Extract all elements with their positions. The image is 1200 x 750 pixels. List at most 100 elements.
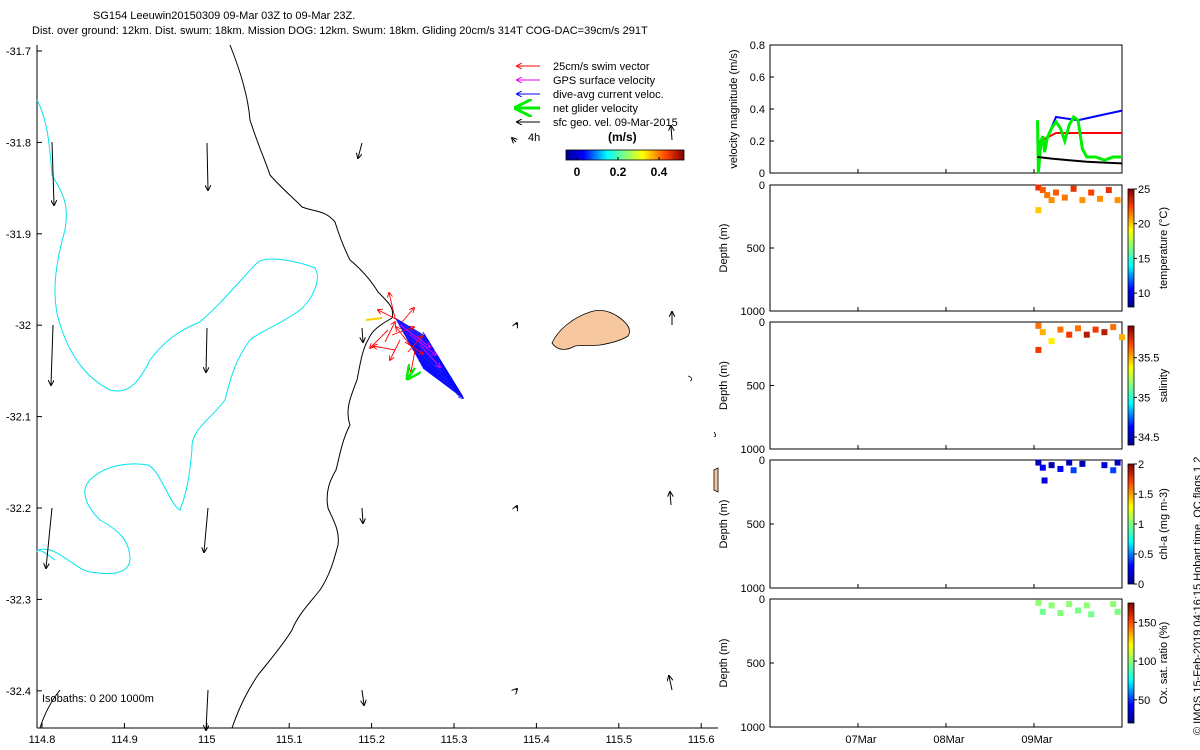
- series-line-swim: [1037, 132, 1122, 144]
- geo-arrow: [206, 327, 207, 372]
- geo-arrow: [52, 141, 54, 205]
- data-point: [1105, 187, 1112, 194]
- dac-vector: [419, 362, 459, 392]
- geo-arrow: [46, 507, 53, 568]
- panel-y-label: Depth (m): [718, 361, 730, 410]
- geo-arrow: [516, 506, 517, 508]
- panel-y-label: velocity magnitude (m/s): [728, 49, 740, 168]
- panel-colorbar: [1127, 188, 1135, 308]
- gps-vector: [409, 334, 436, 355]
- data-point: [1114, 459, 1121, 466]
- dac-vector: [415, 354, 452, 381]
- data-point: [1097, 195, 1103, 202]
- data-point: [1035, 322, 1042, 329]
- geo-arrow: [669, 676, 672, 691]
- colorbar-label: chl-a (mg m-3): [1158, 488, 1170, 560]
- panel-y-tick-label: 0: [759, 168, 765, 180]
- colorbar-label: Ox. sat. ratio (%): [1158, 622, 1170, 705]
- colorbar-tick-label: 10: [1138, 288, 1150, 300]
- data-point: [1092, 326, 1099, 333]
- data-point: [1075, 325, 1081, 332]
- panel-y-tick-label: 1000: [741, 722, 765, 734]
- panel-y-tick-label: 0.4: [750, 104, 765, 116]
- data-point: [1053, 189, 1059, 196]
- time-series-panels: 0 0.2 0.4 0.6 0.8 velocity magnitude (m/s) 0 50…: [718, 40, 1170, 746]
- coastline: [39, 44, 394, 729]
- copyright-note: © IMOS 15-Feb-2019 04:16:15 Hobart time.…: [1192, 457, 1200, 735]
- map-y-tick-label: -32.2: [6, 503, 31, 515]
- dac-vector: [411, 347, 448, 373]
- swim-vector: [407, 336, 422, 353]
- colorbar-gradient: [565, 149, 685, 161]
- data-point: [1088, 611, 1095, 618]
- data-point: [1101, 462, 1108, 469]
- dac-vector: [420, 363, 460, 393]
- data-point: [1044, 192, 1051, 199]
- colorbar-tick-label: 2: [1138, 459, 1144, 471]
- map-x-tick-label: 115.2: [358, 734, 385, 746]
- colorbar-tick-label: 34.5: [1138, 432, 1159, 444]
- panel-y-tick-label: 0: [759, 317, 765, 329]
- panel-y-label: Depth (m): [718, 224, 730, 273]
- dac-vector: [397, 323, 429, 342]
- colorbar-tick-label: 0.4: [651, 165, 668, 179]
- glider-track-vectors: [365, 293, 463, 398]
- colorbar-tick-label: 0: [574, 165, 581, 179]
- panel-y-tick-label: 1000: [741, 306, 765, 318]
- panel-x-tick-label: 07Mar: [845, 734, 877, 746]
- dac-vector: [422, 367, 463, 398]
- panel-frame: [769, 321, 1123, 450]
- dac-vector: [416, 356, 455, 384]
- data-point: [1066, 601, 1073, 608]
- data-point: [1070, 185, 1077, 192]
- colorbar-tick-label: 0.2: [610, 165, 627, 179]
- data-point: [1041, 477, 1048, 484]
- colorbar-ticks: 0 0.2 0.4: [574, 157, 668, 179]
- island: [713, 467, 719, 493]
- panel-y-tick-label: 1000: [741, 583, 765, 595]
- geo-arrow: [670, 492, 671, 506]
- legend-label: 25cm/s swim vector: [553, 61, 650, 73]
- panel-y-tick-label: 0.8: [750, 40, 765, 52]
- geo-arrow: [516, 323, 517, 325]
- track-segment: [365, 317, 383, 321]
- colorbar-tick-label: 100: [1138, 656, 1156, 668]
- map-axes: [36, 45, 718, 729]
- map-y-tick-label: -32: [15, 320, 31, 332]
- panel-y-tick-label: 0: [759, 455, 765, 467]
- data-point: [1035, 207, 1042, 214]
- panel-colorbar: [1127, 325, 1135, 446]
- legend-label: GPS surface velocity: [553, 75, 656, 87]
- data-point: [1110, 467, 1117, 474]
- panel-3: 0 500 1000 Depth (m) 34.5 35 35.5 salinity: [718, 317, 1170, 456]
- data-point: [1066, 459, 1073, 466]
- coastline-line: [39, 689, 61, 729]
- colorbar-tick-label: 1.5: [1138, 489, 1153, 501]
- geo-arrow: [51, 324, 53, 385]
- map-legend: 25cm/s swim vector GPS surface velocity di…: [517, 61, 678, 129]
- panel-frame: [769, 44, 1123, 174]
- series-line-geo: [1037, 156, 1123, 165]
- island: [551, 310, 630, 350]
- map-x-tick-label: 114.8: [29, 734, 56, 746]
- swim-vector: [396, 327, 411, 346]
- data-point: [1057, 465, 1064, 472]
- data-point: [1035, 459, 1042, 466]
- legend-label: sfc geo. vel. 09-Mar-2015: [553, 117, 678, 129]
- isobath-line: [36, 99, 318, 574]
- panel-y-label: Depth (m): [718, 500, 730, 549]
- data-point: [1114, 197, 1121, 204]
- data-point: [1039, 608, 1046, 615]
- gps-vector: [399, 324, 430, 347]
- dac-vector: [417, 358, 456, 387]
- isobaths-label: Isobaths: 0 200 1000m: [42, 693, 154, 705]
- data-point: [1048, 197, 1055, 204]
- legend-label: dive-avg current veloc.: [553, 89, 664, 101]
- colorbar-tick-label: 20: [1138, 219, 1150, 231]
- panel-y-tick-label: 0.6: [750, 72, 765, 84]
- data-point: [1075, 607, 1081, 614]
- panel-frame: [769, 598, 1123, 728]
- legend-label: net glider velocity: [553, 103, 638, 115]
- panel-y-label: Depth (m): [718, 639, 730, 688]
